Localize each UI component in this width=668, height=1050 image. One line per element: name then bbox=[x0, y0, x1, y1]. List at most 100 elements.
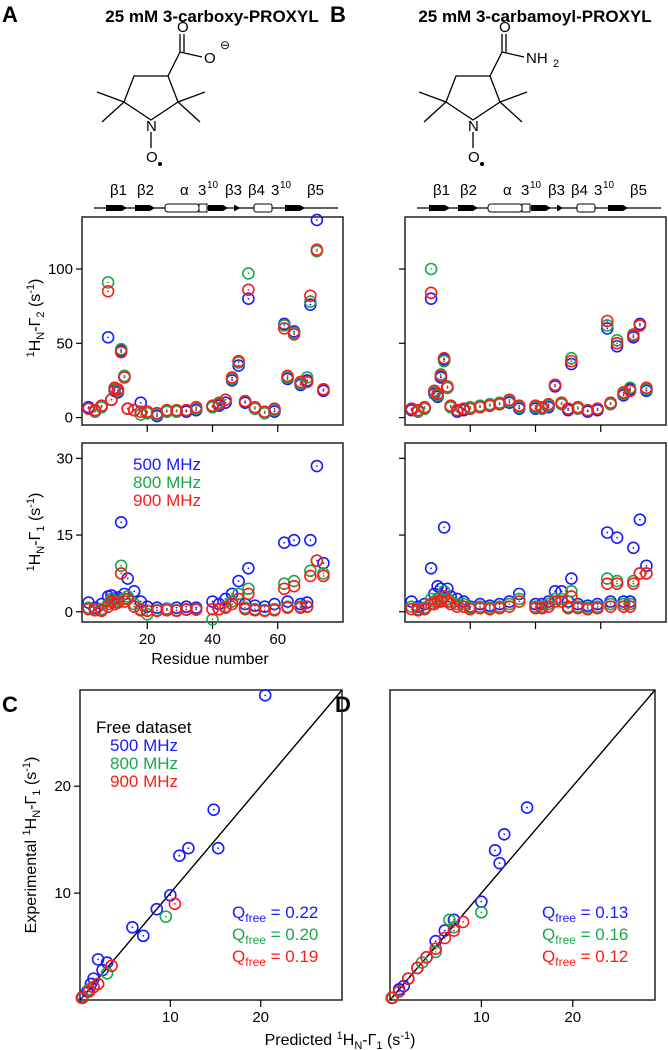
data-point-center bbox=[244, 400, 247, 403]
data-point-center bbox=[254, 406, 256, 409]
data-point bbox=[134, 396, 148, 410]
data-point-center bbox=[309, 575, 312, 577]
data-point bbox=[633, 319, 647, 332]
data-point bbox=[488, 844, 502, 857]
chem-oxyl: O bbox=[146, 149, 158, 166]
data-point bbox=[437, 351, 451, 365]
data-point-center bbox=[107, 281, 109, 284]
x-tick-label: 40 bbox=[204, 631, 221, 648]
data-point bbox=[493, 856, 506, 870]
plot-frame bbox=[389, 689, 656, 1001]
data-point bbox=[225, 371, 239, 384]
data-point bbox=[441, 595, 454, 608]
data-point-center bbox=[498, 607, 501, 610]
x-tick-label: 20 bbox=[139, 631, 156, 648]
data-point bbox=[118, 595, 131, 608]
data-point-center bbox=[639, 323, 641, 325]
beta-strand-icon bbox=[208, 205, 228, 211]
data-point-center bbox=[479, 605, 481, 608]
data-point bbox=[101, 331, 115, 344]
data-point-center bbox=[306, 381, 309, 383]
data-point-center bbox=[577, 607, 579, 610]
plot-D: 10 20 bbox=[385, 689, 656, 1026]
q-free-800-c: Qfree = 0.20 bbox=[232, 925, 318, 947]
data-point-center bbox=[436, 392, 439, 395]
data-point-center bbox=[508, 398, 511, 401]
data-point-center bbox=[218, 403, 220, 406]
data-point-center bbox=[87, 406, 90, 409]
data-point-center bbox=[133, 603, 136, 605]
q-free-800-d: Qfree = 0.16 bbox=[542, 925, 628, 947]
data-point bbox=[127, 403, 141, 417]
data-point bbox=[473, 400, 487, 414]
data-point bbox=[627, 577, 640, 590]
data-point-center bbox=[596, 603, 599, 605]
data-point-center bbox=[570, 577, 573, 580]
ss-label: β3 bbox=[548, 182, 565, 199]
data-point bbox=[456, 915, 470, 929]
data-point-center bbox=[120, 351, 123, 354]
data-point bbox=[429, 942, 442, 955]
data-point bbox=[182, 841, 195, 855]
data-point bbox=[535, 400, 549, 414]
data-point bbox=[101, 276, 115, 289]
data-point bbox=[600, 526, 614, 539]
beta-strand-icon bbox=[285, 205, 305, 211]
data-point-center bbox=[97, 983, 99, 985]
data-point bbox=[88, 403, 102, 417]
data-point-center bbox=[526, 806, 528, 809]
data-point-center bbox=[116, 388, 119, 391]
data-point-center bbox=[479, 607, 481, 610]
data-point-center bbox=[212, 808, 215, 811]
data-point-center bbox=[443, 526, 446, 529]
data-point bbox=[168, 897, 182, 911]
data-point-center bbox=[645, 386, 648, 389]
data-point bbox=[450, 403, 464, 417]
data-point-center bbox=[126, 577, 129, 580]
panel-label-c: C bbox=[2, 692, 18, 717]
data-point-center bbox=[498, 403, 501, 406]
data-point bbox=[633, 567, 647, 580]
molecule-carboxy-proxyl bbox=[96, 34, 206, 148]
data-point-center bbox=[577, 407, 579, 410]
helix-310-icon bbox=[198, 203, 208, 213]
data-point-center bbox=[100, 609, 103, 612]
data-point-center bbox=[175, 606, 178, 609]
data-point-center bbox=[283, 587, 286, 590]
data-point-center bbox=[247, 288, 250, 291]
ss-label-superscript: 10 bbox=[207, 180, 219, 191]
data-point bbox=[206, 595, 219, 608]
data-point bbox=[428, 384, 441, 398]
data-point-center bbox=[609, 603, 612, 605]
data-point-center bbox=[547, 605, 550, 608]
data-point-center bbox=[286, 378, 289, 380]
data-point-center bbox=[577, 605, 579, 608]
data-point bbox=[434, 369, 448, 383]
data-point-center bbox=[425, 956, 428, 959]
data-point-center bbox=[629, 386, 632, 389]
data-point bbox=[95, 399, 108, 412]
data-point-center bbox=[434, 950, 437, 953]
data-point bbox=[438, 931, 452, 945]
data-point bbox=[633, 513, 647, 527]
data-point bbox=[512, 399, 526, 412]
q-free-900-c: Qfree = 0.19 bbox=[232, 947, 318, 969]
data-point-center bbox=[645, 389, 648, 392]
legend-800: 800 MHz bbox=[110, 754, 178, 773]
data-point-center bbox=[439, 375, 442, 377]
data-point-center bbox=[142, 934, 145, 937]
data-point-center bbox=[488, 606, 491, 609]
data-point bbox=[424, 262, 438, 276]
data-point-center bbox=[498, 401, 501, 404]
data-point-center bbox=[97, 958, 99, 961]
data-point-center bbox=[231, 376, 233, 379]
data-point bbox=[623, 600, 637, 613]
radical-dot-icon bbox=[480, 162, 484, 166]
data-point-center bbox=[165, 409, 168, 412]
data-point-center bbox=[518, 406, 521, 409]
data-point bbox=[207, 803, 221, 817]
y-tick-label: 30 bbox=[56, 450, 73, 467]
data-point bbox=[134, 603, 148, 617]
data-point bbox=[242, 587, 255, 601]
legend-900: 900 MHz bbox=[133, 491, 201, 510]
